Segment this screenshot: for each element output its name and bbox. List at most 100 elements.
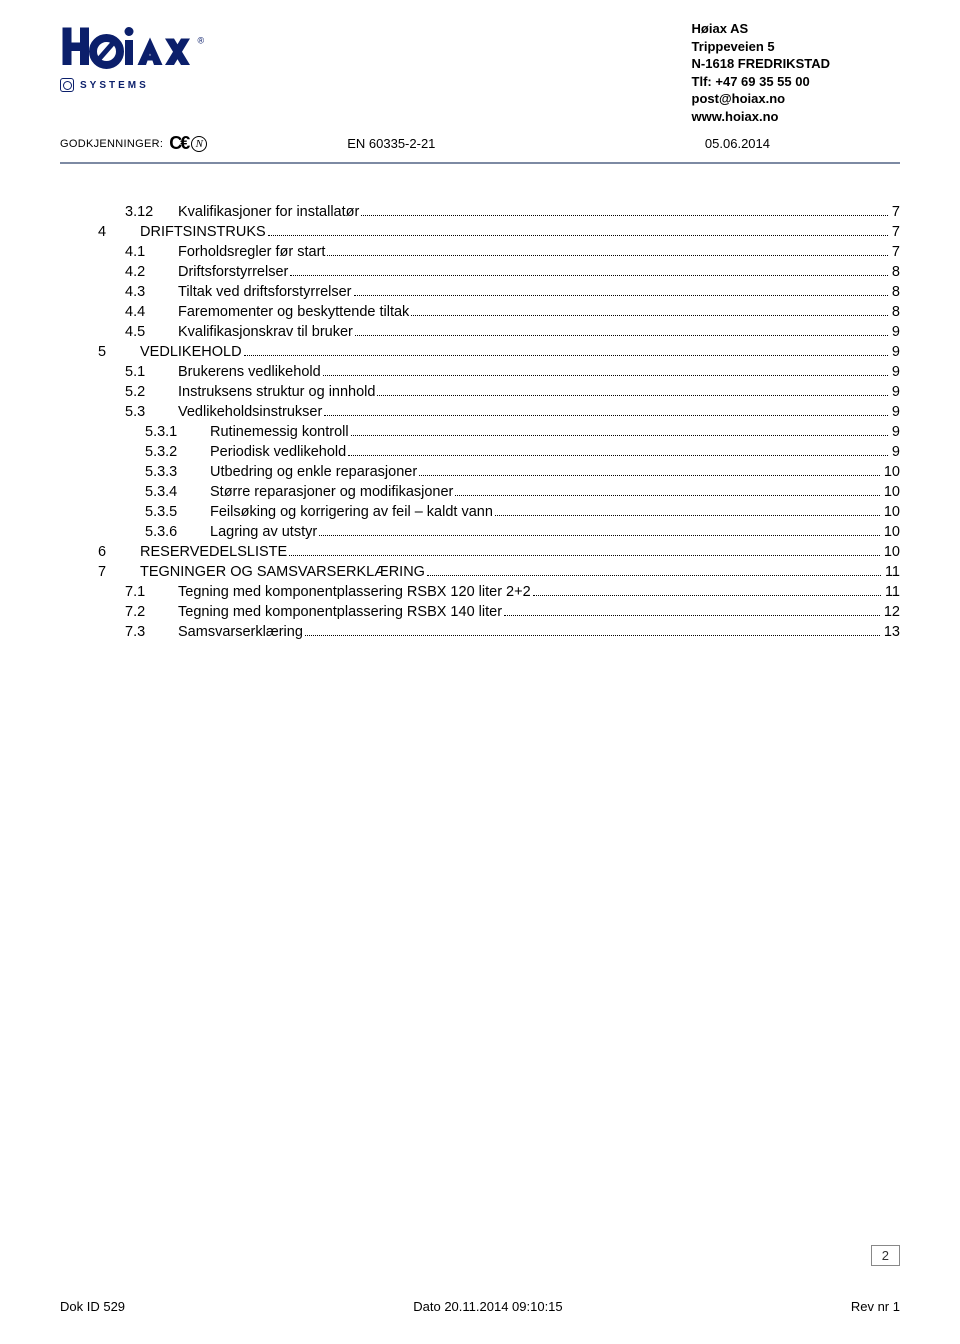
toc-number: 5.3 — [80, 404, 178, 420]
toc-title: VEDLIKEHOLD — [140, 344, 242, 360]
toc-title: Kvalifikasjonskrav til bruker — [178, 324, 353, 340]
toc-page: 7 — [890, 224, 900, 240]
toc-entry[interactable]: 4.3Tiltak ved driftsforstyrrelser8 — [80, 284, 900, 300]
toc-number: 4.5 — [80, 324, 178, 340]
toc-leader-dots — [305, 635, 880, 636]
toc-leader-dots — [290, 275, 888, 276]
toc-page: 10 — [882, 524, 900, 540]
toc-entry[interactable]: 4.5Kvalifikasjonskrav til bruker 9 — [80, 324, 900, 340]
toc-page: 10 — [882, 544, 900, 560]
toc-leader-dots — [289, 555, 880, 556]
toc-title: Utbedring og enkle reparasjoner — [210, 464, 417, 480]
toc-number: 7.2 — [80, 604, 178, 620]
toc-title: TEGNINGER OG SAMSVARSERKLÆRING — [140, 564, 425, 580]
toc-page: 10 — [882, 464, 900, 480]
toc-entry[interactable]: 5VEDLIKEHOLD9 — [80, 344, 900, 360]
toc-entry[interactable]: 5.3.4Større reparasjoner og modifikasjon… — [80, 484, 900, 500]
toc-number: 4 — [80, 224, 140, 240]
toc-leader-dots — [244, 355, 888, 356]
toc-leader-dots — [319, 535, 880, 536]
toc-page: 7 — [890, 244, 900, 260]
toc-entry[interactable]: 5.3.2Periodisk vedlikehold 9 — [80, 444, 900, 460]
toc-page: 11 — [883, 584, 900, 600]
toc-number: 5.3.5 — [80, 504, 210, 520]
toc-number: 4.2 — [80, 264, 178, 280]
table-of-contents: 3.12Kvalifikasjoner for installatør7 4DRI… — [60, 204, 900, 640]
toc-number: 4.1 — [80, 244, 178, 260]
toc-title: Forholdsregler før start — [178, 244, 325, 260]
toc-page: 8 — [890, 264, 900, 280]
toc-entry[interactable]: 7.1Tegning med komponentplassering RSBX … — [80, 584, 900, 600]
toc-page: 9 — [890, 324, 900, 340]
systems-text: SYSTEMS — [80, 80, 149, 91]
toc-number: 5.1 — [80, 364, 178, 380]
company-web: www.hoiax.no — [692, 108, 830, 126]
toc-number: 5.3.1 — [80, 424, 210, 440]
toc-leader-dots — [354, 295, 888, 296]
header-divider — [60, 162, 900, 164]
toc-number: 5.3.2 — [80, 444, 210, 460]
footer-rev: Rev nr 1 — [851, 1299, 900, 1314]
toc-entry[interactable]: 4.4Faremomenter og beskyttende tiltak8 — [80, 304, 900, 320]
toc-page: 12 — [882, 604, 900, 620]
toc-number: 7 — [80, 564, 140, 580]
toc-entry[interactable]: 7.3Samsvarserklæring13 — [80, 624, 900, 640]
toc-leader-dots — [355, 335, 888, 336]
toc-title: Periodisk vedlikehold — [210, 444, 346, 460]
toc-title: Faremomenter og beskyttende tiltak — [178, 304, 409, 320]
toc-leader-dots — [323, 375, 888, 376]
standard-text: EN 60335-2-21 — [347, 136, 435, 151]
toc-title: Vedlikeholdsinstrukser — [178, 404, 322, 420]
toc-leader-dots — [504, 615, 880, 616]
toc-title: Driftsforstyrrelser — [178, 264, 288, 280]
toc-leader-dots — [455, 495, 879, 496]
company-email: post@hoiax.no — [692, 90, 830, 108]
toc-title: Tegning med komponentplassering RSBX 140… — [178, 604, 502, 620]
toc-entry[interactable]: 5.3Vedlikeholdsinstrukser9 — [80, 404, 900, 420]
toc-title: Større reparasjoner og modifikasjoner — [210, 484, 453, 500]
systems-icon — [60, 78, 74, 92]
toc-leader-dots — [533, 595, 881, 596]
toc-leader-dots — [324, 415, 888, 416]
toc-entry[interactable]: 7TEGNINGER OG SAMSVARSERKLÆRING 11 — [80, 564, 900, 580]
toc-entry[interactable]: 5.3.5Feilsøking og korrigering av feil –… — [80, 504, 900, 520]
toc-number: 5.2 — [80, 384, 178, 400]
toc-number: 4.3 — [80, 284, 178, 300]
toc-number: 5.3.4 — [80, 484, 210, 500]
toc-entry[interactable]: 6RESERVEDELSLISTE10 — [80, 544, 900, 560]
toc-page: 9 — [890, 424, 900, 440]
hoiax-logo: ® — [60, 20, 220, 80]
toc-entry[interactable]: 4.2Driftsforstyrrelser 8 — [80, 264, 900, 280]
toc-entry[interactable]: 3.12Kvalifikasjoner for installatør7 — [80, 204, 900, 220]
toc-leader-dots — [495, 515, 880, 516]
toc-entry[interactable]: 5.3.3Utbedring og enkle reparasjoner10 — [80, 464, 900, 480]
toc-leader-dots — [419, 475, 880, 476]
footer-doc-id: Dok ID 529 — [60, 1299, 125, 1314]
toc-number: 6 — [80, 544, 140, 560]
toc-number: 4.4 — [80, 304, 178, 320]
toc-entry[interactable]: 5.1Brukerens vedlikehold9 — [80, 364, 900, 380]
toc-page: 11 — [883, 564, 900, 580]
header: ® SYSTEMS Høiax AS Trippeveien 5 N-1618 … — [60, 20, 900, 125]
toc-leader-dots — [361, 215, 888, 216]
toc-title: Rutinemessig kontroll — [210, 424, 349, 440]
toc-title: Samsvarserklæring — [178, 624, 303, 640]
footer: Dok ID 529 Dato 20.11.2014 09:10:15 Rev … — [60, 1299, 900, 1314]
toc-page: 10 — [882, 504, 900, 520]
approval-label: GODKJENNINGER: — [60, 138, 163, 150]
toc-entry[interactable]: 5.2Instruksens struktur og innhold9 — [80, 384, 900, 400]
toc-entry[interactable]: 5.3.6Lagring av utstyr10 — [80, 524, 900, 540]
toc-title: DRIFTSINSTRUKS — [140, 224, 266, 240]
toc-title: Tegning med komponentplassering RSBX 120… — [178, 584, 531, 600]
toc-entry[interactable]: 7.2Tegning med komponentplassering RSBX … — [80, 604, 900, 620]
toc-title: Brukerens vedlikehold — [178, 364, 321, 380]
company-info: Høiax AS Trippeveien 5 N-1618 FREDRIKSTA… — [692, 20, 830, 125]
toc-page: 9 — [890, 444, 900, 460]
toc-entry[interactable]: 4.1Forholdsregler før start 7 — [80, 244, 900, 260]
toc-leader-dots — [377, 395, 887, 396]
page-number: 2 — [871, 1245, 900, 1266]
toc-entry[interactable]: 4DRIFTSINSTRUKS 7 — [80, 224, 900, 240]
ce-mark-icon: C€ — [169, 133, 188, 154]
toc-leader-dots — [411, 315, 888, 316]
toc-entry[interactable]: 5.3.1Rutinemessig kontroll 9 — [80, 424, 900, 440]
